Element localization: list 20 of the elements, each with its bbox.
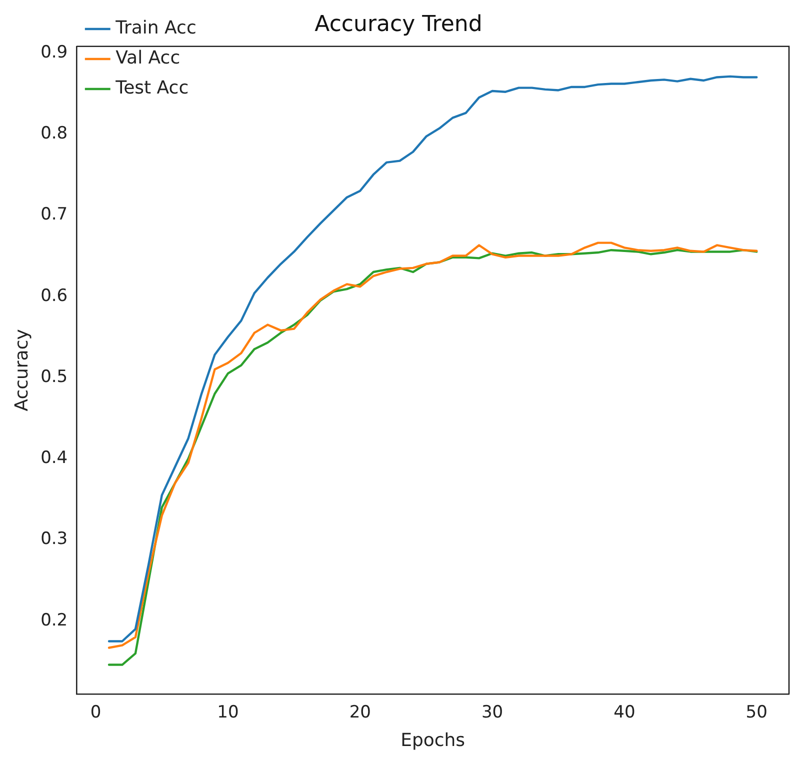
y-axis-title: Accuracy — [11, 328, 32, 412]
legend-label: Test Acc — [114, 78, 189, 99]
x-tick-label: 20 — [349, 702, 371, 723]
x-tick-label: 50 — [746, 702, 768, 723]
y-tick-label: 0.6 — [40, 286, 68, 306]
legend-label: Val Acc — [116, 48, 180, 69]
x-tick-label: 40 — [614, 702, 636, 723]
y-tick-label: 0.4 — [40, 448, 68, 468]
y-tick-label: 0.5 — [40, 366, 68, 387]
x-axis-title: Epochs — [400, 730, 466, 751]
x-tick-label: 0 — [90, 702, 102, 723]
chart-title: Accuracy Trend — [314, 12, 482, 37]
y-tick-label: 0.3 — [40, 529, 68, 550]
y-tick-label: 0.8 — [40, 123, 68, 144]
legend-label: Train Acc — [114, 18, 196, 39]
y-tick-label: 0.9 — [40, 42, 68, 62]
x-tick-label: 10 — [217, 702, 239, 723]
y-tick-label: 0.2 — [40, 610, 68, 630]
x-tick-label: 30 — [481, 702, 504, 723]
y-tick-label: 0.7 — [40, 204, 68, 225]
